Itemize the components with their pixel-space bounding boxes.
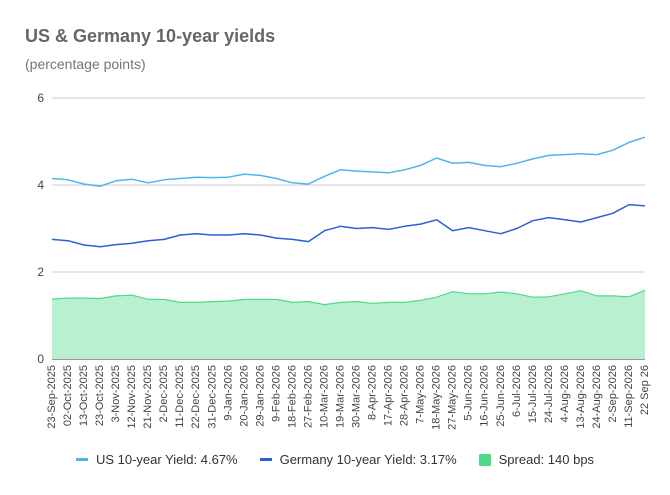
spread-area <box>52 290 645 359</box>
legend-item-us: US 10-year Yield: 4.67% <box>75 452 238 467</box>
us-10-year-yield-line <box>51 136 646 188</box>
legend-item-spread: Spread: 140 bps <box>478 452 595 467</box>
x-tick-label: 10-Mar-2026 <box>318 365 330 428</box>
x-tick-label: 31-Dec-2025 <box>206 365 218 429</box>
legend-label-germany: Germany 10-year Yield: 3.17% <box>279 452 457 467</box>
x-tick-label: 19-Mar-2026 <box>334 365 346 428</box>
chart-title: US & Germany 10-year yields <box>25 26 276 46</box>
y-axis-ticks: 0 2 4 6 <box>37 91 44 366</box>
x-tick-label: 12-Nov-2025 <box>126 365 138 429</box>
x-tick-label: 27-Feb-2026 <box>302 365 314 428</box>
x-tick-label: 5-Jun-2026 <box>463 365 475 421</box>
x-tick-label: 22 Sep 26 <box>639 365 651 415</box>
x-tick-label: 18-May-2026 <box>431 365 443 430</box>
x-tick-label: 11-Sep-2026 <box>623 365 635 428</box>
y-tick-label: 4 <box>37 178 44 192</box>
x-tick-label: 4-Aug-2026 <box>559 365 571 423</box>
x-tick-label: 7-May-2026 <box>415 365 427 424</box>
x-axis-ticks: 23-Sep-2025 02-Oct-2025 13-Oct-2025 23-Oct-… <box>46 365 651 430</box>
legend-item-germany: Germany 10-year Yield: 3.17% <box>259 452 457 467</box>
spread-area-layer <box>51 289 646 359</box>
x-tick-label: 02-Oct-2025 <box>62 365 74 426</box>
x-tick-label: 23-Oct-2025 <box>94 365 106 426</box>
x-tick-label: 27-May-2026 <box>447 365 459 430</box>
germany-10-year-yield-line <box>51 203 646 248</box>
x-tick-label: 8-Apr-2026 <box>367 365 379 420</box>
y-tick-label: 2 <box>37 265 44 279</box>
legend-label-us: US 10-year Yield: 4.67% <box>95 452 238 467</box>
x-tick-label: 29-Jan-2026 <box>254 365 266 427</box>
x-tick-label: 23-Sep-2025 <box>46 365 58 429</box>
spread-line <box>51 289 646 306</box>
x-tick-label: 30-Mar-2026 <box>351 365 363 428</box>
x-tick-label: 25-Jun-2026 <box>495 365 507 427</box>
x-tick-label: 6-Jul-2026 <box>511 365 523 417</box>
x-tick-label: 2-Sep-2026 <box>607 365 619 423</box>
x-tick-label: 24-Aug-2026 <box>591 365 603 429</box>
x-tick-label: 21-Nov-2025 <box>142 365 154 429</box>
x-tick-label: 9-Feb-2026 <box>270 365 282 422</box>
x-tick-label: 13-Oct-2025 <box>78 365 90 426</box>
legend-label-spread: Spread: 140 bps <box>498 452 595 467</box>
x-tick-label: 24-Jul-2026 <box>543 365 555 423</box>
legend: US 10-year Yield: 4.67% Germany 10-year … <box>0 452 670 467</box>
x-tick-label: 16-Jun-2026 <box>479 365 491 427</box>
legend-swatch-us <box>75 458 88 461</box>
chart-subtitle: (percentage points) <box>25 56 146 72</box>
x-tick-label: 22-Dec-2025 <box>190 365 202 429</box>
x-tick-label: 18-Feb-2026 <box>286 365 298 428</box>
x-tick-label: 9-Jan-2026 <box>222 365 234 421</box>
x-tick-label: 20-Jan-2026 <box>238 365 250 427</box>
x-tick-label: 28-Apr-2026 <box>399 365 411 426</box>
x-tick-label: 3-Nov-2025 <box>110 365 122 422</box>
y-tick-label: 6 <box>37 91 44 105</box>
legend-swatch-spread <box>478 453 491 466</box>
x-tick-label: 11-Dec-2025 <box>174 365 186 428</box>
yield-lines-layer <box>51 136 646 248</box>
legend-swatch-germany <box>259 458 272 461</box>
x-tick-label: 15-Jul-2026 <box>527 365 539 423</box>
x-tick-label: 2-Dec-2025 <box>158 365 170 422</box>
x-tick-label: 13-Aug-2026 <box>575 365 587 429</box>
x-tick-label: 17-Apr-2026 <box>383 365 395 426</box>
y-tick-label: 0 <box>37 352 44 366</box>
